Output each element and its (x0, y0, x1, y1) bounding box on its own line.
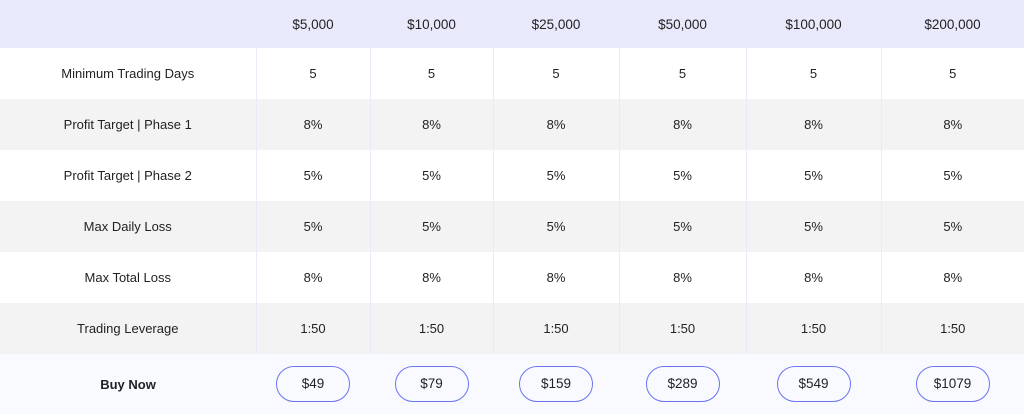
row-label: Minimum Trading Days (61, 66, 195, 81)
table-cell: 5 (492, 48, 619, 99)
table-cell: 8% (745, 252, 881, 303)
table-cell: 1:50 (880, 303, 1024, 354)
table-cell: 5% (369, 201, 493, 252)
table-cell: 5% (492, 201, 619, 252)
table-row: Max Total Loss 8% 8% 8% 8% 8% 8% (0, 252, 1024, 303)
table-cell: 5% (492, 150, 619, 201)
table-cell: 5% (255, 201, 370, 252)
table-row: Minimum Trading Days 5 5 5 5 5 5 (0, 48, 1024, 99)
table-cell: 8% (492, 252, 619, 303)
buy-cell: $549 (746, 354, 881, 414)
buy-cell: $79 (370, 354, 493, 414)
table-cell: 8% (255, 252, 370, 303)
buy-row: Buy Now $49 $79 $159 $289 $549 $1079 (0, 354, 1024, 414)
buy-cell: $49 (256, 354, 370, 414)
header-empty (0, 0, 256, 48)
table-cell: 1:50 (618, 303, 746, 354)
table-cell: 5 (369, 48, 493, 99)
table-cell: 8% (618, 252, 746, 303)
table-cell: 1:50 (492, 303, 619, 354)
table-cell: 5 (255, 48, 370, 99)
table-cell: 1:50 (745, 303, 881, 354)
column-header: $5,000 (292, 16, 334, 32)
buy-button[interactable]: $549 (776, 366, 851, 402)
header-row: $5,000 $10,000 $25,000 $50,000 $100,000 $200,… (0, 0, 1024, 48)
buy-button[interactable]: $1079 (915, 366, 990, 402)
column-header: $100,000 (785, 16, 842, 32)
buy-cell: $159 (493, 354, 619, 414)
column-header: $10,000 (407, 16, 456, 32)
buy-button[interactable]: $79 (394, 366, 469, 402)
table-cell: 8% (618, 99, 746, 150)
buy-now-label: Buy Now (100, 376, 156, 392)
table-cell: 5% (880, 150, 1024, 201)
buy-button[interactable]: $159 (519, 366, 593, 402)
row-label: Max Daily Loss (83, 219, 172, 234)
table-cell: 5 (880, 48, 1024, 99)
row-label: Profit Target | Phase 2 (63, 168, 192, 183)
column-header: $200,000 (924, 16, 981, 32)
row-label: Profit Target | Phase 1 (63, 117, 192, 132)
table-row: Max Daily Loss 5% 5% 5% 5% 5% 5% (0, 201, 1024, 252)
table-cell: 5% (369, 150, 493, 201)
row-label: Trading Leverage (77, 321, 179, 336)
table-row: Trading Leverage 1:50 1:50 1:50 1:50 1:50 1:50 (0, 303, 1024, 354)
column-header: $50,000 (658, 16, 707, 32)
buy-button[interactable]: $49 (276, 366, 350, 402)
table-cell: 5% (618, 150, 746, 201)
column-header: $25,000 (531, 16, 581, 32)
table-cell: 8% (369, 252, 493, 303)
table-row: Profit Target | Phase 2 5% 5% 5% 5% 5% 5% (0, 150, 1024, 201)
table-cell: 5% (745, 150, 881, 201)
table-cell: 5 (618, 48, 746, 99)
table-cell: 8% (745, 99, 881, 150)
table-cell: 8% (255, 99, 370, 150)
buy-button[interactable]: $289 (645, 366, 720, 402)
table-cell: 5% (880, 201, 1024, 252)
buy-cell: $1079 (881, 354, 1024, 414)
row-label: Max Total Loss (84, 270, 171, 285)
table-cell: 1:50 (369, 303, 493, 354)
table-cell: 8% (880, 99, 1024, 150)
table-cell: 5 (745, 48, 881, 99)
table-cell: 8% (880, 252, 1024, 303)
buy-cell: $289 (619, 354, 746, 414)
table-cell: 1:50 (255, 303, 370, 354)
table-row: Profit Target | Phase 1 8% 8% 8% 8% 8% 8% (0, 99, 1024, 150)
table-cell: 5% (255, 150, 370, 201)
table-cell: 8% (492, 99, 619, 150)
table-cell: 8% (369, 99, 493, 150)
table-cell: 5% (618, 201, 746, 252)
table-cell: 5% (745, 201, 881, 252)
